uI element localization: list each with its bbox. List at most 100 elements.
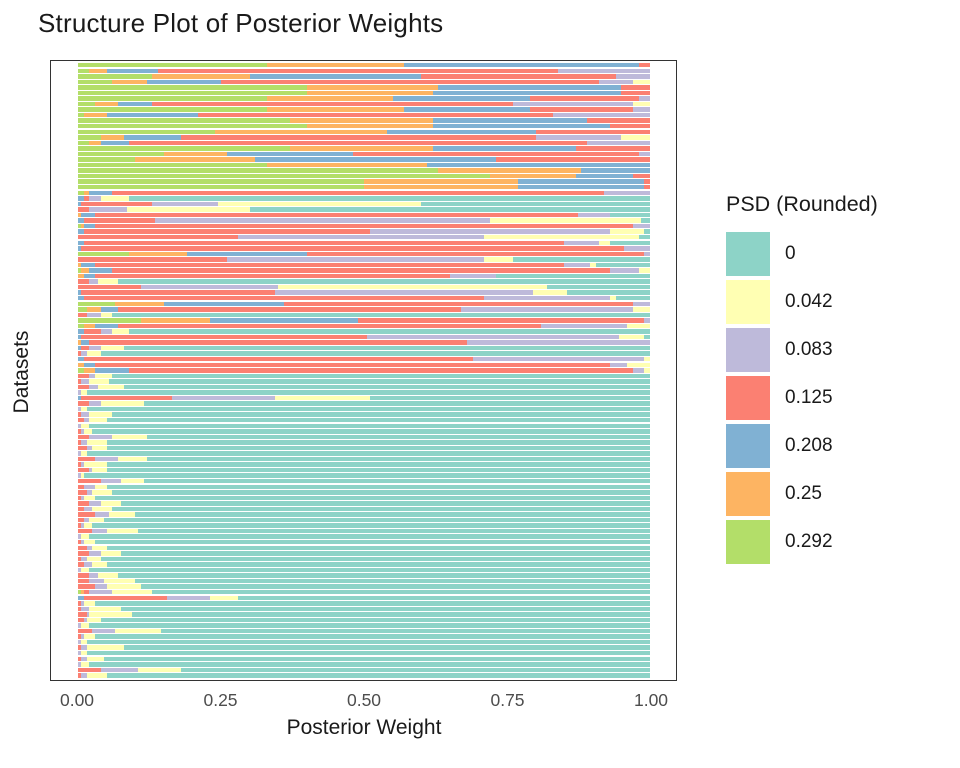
bar-row — [78, 190, 650, 196]
bar-segment — [632, 301, 650, 306]
bar-segment — [80, 650, 87, 656]
bar-segment — [123, 135, 181, 140]
bar-segment — [95, 368, 130, 373]
bar-segment — [95, 495, 650, 501]
bar-segment — [115, 301, 164, 306]
legend-title: PSD (Rounded) — [726, 192, 878, 216]
bar-segment — [78, 462, 81, 467]
bar-segment — [78, 384, 90, 390]
bar-segment — [78, 501, 90, 506]
bar-segment — [552, 112, 650, 118]
x-axis-ticks: 0.00 0.25 0.50 0.75 1.00 — [60, 690, 668, 712]
bar-segment — [118, 279, 650, 284]
bar-row — [78, 345, 650, 351]
bar-row — [78, 229, 650, 234]
bar-segment — [89, 551, 101, 556]
legend-swatch — [726, 520, 770, 564]
bar-segment — [118, 101, 153, 107]
bar-segment — [78, 429, 81, 434]
legend: PSD (Rounded) 0 0.042 0.083 0.125 0.208 0.25 0… — [726, 192, 878, 564]
bar-row — [78, 412, 650, 417]
bar-segment — [158, 68, 559, 73]
bar-segment — [78, 556, 81, 562]
bar-row — [78, 101, 650, 107]
bar-segment — [392, 96, 530, 101]
bar-row — [78, 423, 650, 428]
bar-segment — [160, 628, 650, 634]
bar-row — [78, 656, 650, 661]
bar-segment — [638, 268, 650, 273]
chart-title: Structure Plot of Posterior Weights — [38, 8, 444, 38]
bar-segment — [106, 418, 650, 423]
bar-segment — [567, 290, 650, 295]
bar-row — [78, 162, 650, 168]
bar-row — [78, 440, 650, 445]
bar-row — [78, 124, 650, 129]
bar-segment — [632, 107, 650, 112]
bar-segment — [80, 662, 90, 667]
bar-segment — [78, 90, 307, 96]
bar-segment — [92, 562, 107, 567]
bar-segment — [100, 351, 650, 356]
bar-segment — [100, 345, 124, 351]
bar-segment — [89, 467, 93, 473]
bar-row — [78, 351, 650, 356]
bar-segment — [78, 434, 90, 440]
bar-segment — [80, 268, 90, 273]
bar-row — [78, 606, 650, 612]
bar-segment — [83, 634, 96, 639]
bar-segment — [78, 606, 81, 612]
bar-segment — [83, 418, 90, 423]
bar-segment — [83, 523, 93, 528]
bar-segment — [578, 212, 610, 218]
bar-row — [78, 329, 650, 334]
bar-row — [78, 90, 650, 96]
bar-segment — [266, 63, 405, 68]
bar-segment — [558, 68, 650, 73]
bar-row — [78, 534, 650, 539]
bar-row — [78, 251, 650, 257]
bar-segment — [95, 262, 565, 268]
bar-segment — [78, 368, 84, 373]
bar-segment — [83, 218, 156, 223]
bar-segment — [78, 107, 267, 112]
bar-segment — [80, 673, 87, 678]
bar-segment — [100, 312, 113, 318]
bar-row — [78, 85, 650, 90]
legend-swatch — [726, 472, 770, 516]
bar-segment — [78, 484, 84, 490]
bar-segment — [78, 96, 267, 101]
bar-segment — [100, 479, 121, 484]
bar-segment — [78, 246, 81, 251]
bar-segment — [627, 362, 650, 367]
bar-row — [78, 517, 650, 523]
legend-label: 0.125 — [785, 387, 833, 408]
bar-segment — [369, 395, 650, 401]
bar-segment — [89, 384, 99, 390]
bar-segment — [86, 451, 650, 456]
bar-segment — [80, 645, 87, 650]
bar-segment — [98, 384, 124, 390]
bar-row — [78, 467, 650, 473]
bar-segment — [275, 290, 533, 295]
bar-segment — [106, 484, 650, 490]
bar-row — [78, 462, 650, 467]
bar-segment — [535, 129, 650, 135]
bar-segment — [80, 406, 87, 412]
bar-segment — [89, 434, 113, 440]
bar-segment — [484, 257, 513, 262]
legend-label: 0.25 — [785, 483, 822, 504]
bar-segment — [95, 601, 650, 606]
bar-segment — [100, 617, 650, 623]
bar-segment — [278, 284, 547, 290]
bar-segment — [80, 212, 96, 218]
bar-segment — [78, 257, 227, 262]
bar-row — [78, 501, 650, 506]
bar-row — [78, 406, 650, 412]
bar-segment — [78, 179, 364, 184]
bar-segment — [89, 623, 650, 628]
bar-segment — [80, 423, 90, 428]
bar-segment — [78, 406, 81, 412]
bar-segment — [100, 307, 119, 312]
bar-row — [78, 63, 650, 68]
